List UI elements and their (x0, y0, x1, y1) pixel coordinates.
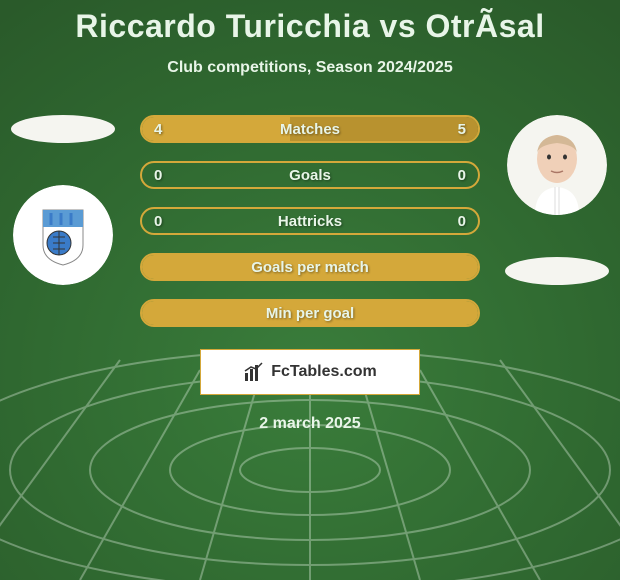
brand-label: FcTables.com (271, 363, 377, 381)
stat-bar: Min per goal (140, 299, 480, 327)
stat-bars: 4 Matches 5 0 Goals 0 0 Hattricks 0 Goals per mat… (140, 115, 480, 327)
bar-value-left: 0 (154, 213, 162, 230)
stat-bar: 4 Matches 5 (140, 115, 480, 143)
bar-label: Matches (280, 121, 340, 138)
bar-value-left: 0 (154, 167, 162, 184)
comparison-area: 4 Matches 5 0 Goals 0 0 Hattricks 0 Goals per mat… (0, 115, 620, 327)
stat-bar: 0 Goals 0 (140, 161, 480, 189)
brand-box[interactable]: FcTables.com (200, 349, 420, 395)
left-player-column (8, 115, 118, 285)
page-title: Riccardo Turicchia vs OtrÃsal (0, 8, 620, 45)
bar-label: Goals per match (251, 259, 369, 276)
bar-value-right: 0 (458, 167, 466, 184)
chart-icon (243, 361, 265, 383)
right-player-pill (505, 257, 609, 285)
right-player-avatar (507, 115, 607, 215)
bar-value-left: 4 (154, 121, 162, 138)
stat-bar: 0 Hattricks 0 (140, 207, 480, 235)
bar-label: Min per goal (266, 305, 354, 322)
stat-bar: Goals per match (140, 253, 480, 281)
subtitle: Club competitions, Season 2024/2025 (0, 59, 620, 77)
date-label: 2 march 2025 (0, 415, 620, 433)
bar-fill-left (142, 117, 290, 141)
bar-value-right: 0 (458, 213, 466, 230)
left-club-crest (13, 185, 113, 285)
bar-label: Goals (289, 167, 331, 184)
bar-label: Hattricks (278, 213, 342, 230)
right-player-column (502, 115, 612, 285)
bar-value-right: 5 (458, 121, 466, 138)
left-player-pill (11, 115, 115, 143)
